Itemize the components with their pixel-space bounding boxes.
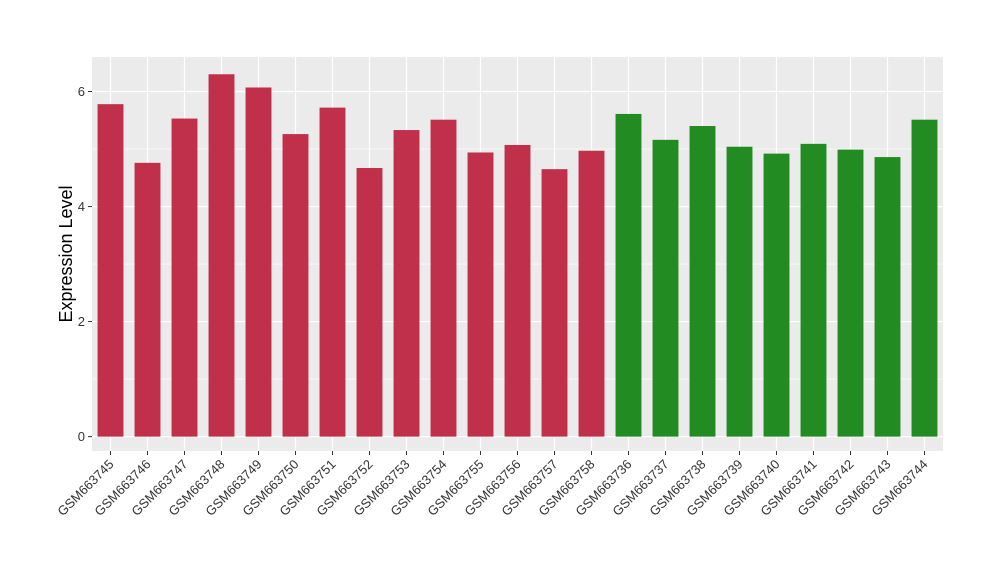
bar-GSM663741 — [800, 143, 827, 437]
x-axis: GSM663745GSM663746GSM663747GSM663748GSM6… — [54, 451, 931, 519]
bar-GSM663742 — [837, 149, 864, 437]
y-tick-label: 6 — [78, 84, 85, 99]
bar-GSM663758 — [578, 150, 605, 437]
y-tick-label: 0 — [78, 429, 85, 444]
bar-GSM663753 — [393, 130, 420, 437]
y-axis: 0 2 4 6 — [78, 84, 92, 444]
bar-GSM663748 — [208, 74, 235, 437]
bar-GSM663749 — [245, 87, 272, 437]
bar-GSM663754 — [430, 119, 457, 437]
bar-GSM663755 — [467, 152, 494, 437]
bar-GSM663736 — [615, 113, 642, 437]
bars — [97, 74, 938, 437]
bar-GSM663743 — [874, 157, 901, 437]
y-tick-label: 4 — [78, 199, 85, 214]
bar-GSM663750 — [282, 134, 309, 437]
bar-GSM663739 — [726, 146, 753, 437]
y-tick-label: 2 — [78, 314, 85, 329]
bar-GSM663747 — [171, 118, 198, 437]
y-axis-title: Expression Level — [56, 185, 76, 322]
bar-GSM663757 — [541, 169, 568, 437]
bar-GSM663738 — [689, 126, 716, 437]
bar-GSM663752 — [356, 168, 383, 437]
bar-GSM663740 — [763, 153, 790, 437]
bar-GSM663756 — [504, 145, 531, 437]
bar-GSM663751 — [319, 107, 346, 437]
bar-GSM663745 — [97, 104, 124, 437]
bar-GSM663744 — [911, 119, 938, 437]
bar-GSM663737 — [652, 139, 679, 437]
bar-GSM663746 — [134, 162, 161, 437]
